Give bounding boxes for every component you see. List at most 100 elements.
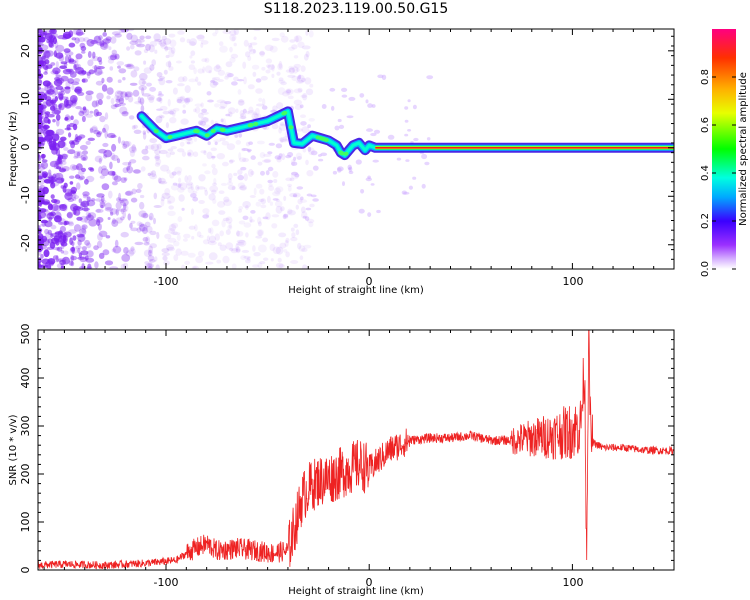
scatter-blob — [95, 80, 103, 86]
scatter-blob — [154, 149, 161, 155]
scatter-blob — [73, 78, 80, 83]
scatter-blob — [278, 127, 282, 134]
scatter-blob — [118, 198, 128, 202]
scatter-blob — [262, 216, 269, 220]
scatter-blob — [156, 108, 163, 111]
scatter-blob — [75, 106, 82, 110]
scatter-blob — [54, 215, 62, 223]
scatter-blob — [171, 222, 179, 229]
scatter-blob — [287, 95, 294, 100]
scatter-blob — [347, 164, 352, 170]
scatter-blob — [60, 241, 68, 247]
scatter-blob — [130, 44, 135, 50]
scatter-blob — [129, 40, 138, 45]
scatter-blob — [147, 266, 153, 269]
scatter-blob — [57, 92, 64, 100]
spectrogram-xtick-label-1: 0 — [366, 275, 373, 288]
scatter-blob — [179, 37, 186, 43]
scatter-blob — [52, 142, 61, 151]
scatter-blob — [170, 146, 177, 150]
scatter-blob — [55, 52, 64, 59]
scatter-blob — [229, 247, 234, 252]
scatter-blob — [69, 237, 73, 245]
scatter-blob — [199, 234, 204, 239]
scatter-blob — [122, 140, 130, 148]
scatter-blob — [139, 97, 145, 106]
scatter-blob — [332, 170, 337, 175]
scatter-blob — [305, 88, 314, 96]
scatter-blob — [180, 250, 189, 256]
scatter-blob — [267, 195, 271, 203]
scatter-blob — [200, 111, 209, 115]
scatter-blob — [38, 235, 42, 244]
scatter-blob — [43, 124, 47, 131]
scatter-blob — [206, 151, 213, 160]
scatter-blob — [177, 186, 185, 193]
ridge-peak-dot — [194, 129, 200, 134]
scatter-blob — [45, 232, 53, 240]
scatter-blob — [291, 75, 299, 82]
scatter-blob — [136, 43, 146, 48]
scatter-blob — [365, 177, 372, 182]
scatter-blob — [38, 225, 41, 229]
scatter-blob — [186, 38, 191, 44]
scatter-blob — [135, 188, 142, 193]
scatter-blob — [120, 208, 124, 215]
scatter-blob — [292, 66, 299, 74]
scatter-blob — [287, 185, 292, 192]
scatter-blob — [213, 139, 222, 143]
scatter-blob — [103, 154, 108, 159]
scatter-blob — [73, 155, 79, 159]
scatter-blob — [153, 33, 161, 41]
scatter-blob — [118, 208, 127, 212]
scatter-blob — [147, 263, 154, 269]
scatter-blob — [98, 99, 103, 106]
spectrogram-xlabel: Height of straight line (km) — [288, 285, 424, 296]
scatter-blob — [69, 181, 74, 185]
scatter-blob — [304, 77, 312, 85]
scatter-blob — [53, 205, 61, 212]
scatter-blob — [114, 90, 123, 98]
scatter-blob — [51, 198, 58, 204]
scatter-blob — [203, 187, 208, 192]
scatter-blob — [109, 161, 113, 170]
ridge-peak-dot — [288, 125, 294, 130]
scatter-blob — [80, 45, 87, 52]
scatter-blob — [282, 214, 289, 219]
scatter-blob — [188, 64, 195, 70]
scatter-blob — [292, 192, 301, 198]
scatter-blob — [238, 99, 245, 106]
scatter-blob — [120, 263, 127, 269]
scatter-blob — [387, 134, 395, 140]
scatter-blob — [262, 98, 266, 106]
scatter-blob — [85, 93, 93, 102]
scatter-blob — [57, 204, 64, 208]
scatter-blob — [38, 96, 42, 104]
scatter-blob — [308, 30, 314, 38]
scatter-blob — [274, 187, 281, 195]
scatter-blob — [280, 137, 284, 144]
scatter-blob — [105, 235, 111, 239]
scatter-blob — [158, 91, 162, 96]
scatter-blob — [69, 122, 75, 128]
scatter-blob — [257, 221, 262, 227]
scatter-blob — [263, 126, 270, 130]
scatter-blob — [293, 55, 299, 59]
ridge-peak-dot — [220, 127, 226, 132]
scatter-blob — [101, 195, 105, 203]
scatter-blob — [106, 76, 113, 83]
scatter-blob — [95, 208, 104, 213]
scatter-blob — [268, 183, 273, 187]
scatter-blob — [38, 46, 43, 54]
scatter-blob — [42, 199, 51, 206]
scatter-blob — [228, 111, 233, 118]
scatter-blob — [66, 212, 73, 218]
scatter-blob — [280, 139, 289, 143]
scatter-blob — [233, 76, 239, 82]
scatter-blob — [209, 185, 219, 193]
scatter-blob — [177, 30, 185, 35]
scatter-blob — [299, 199, 308, 203]
scatter-blob — [184, 97, 189, 104]
scatter-blob — [230, 248, 238, 254]
scatter-blob — [146, 82, 152, 87]
